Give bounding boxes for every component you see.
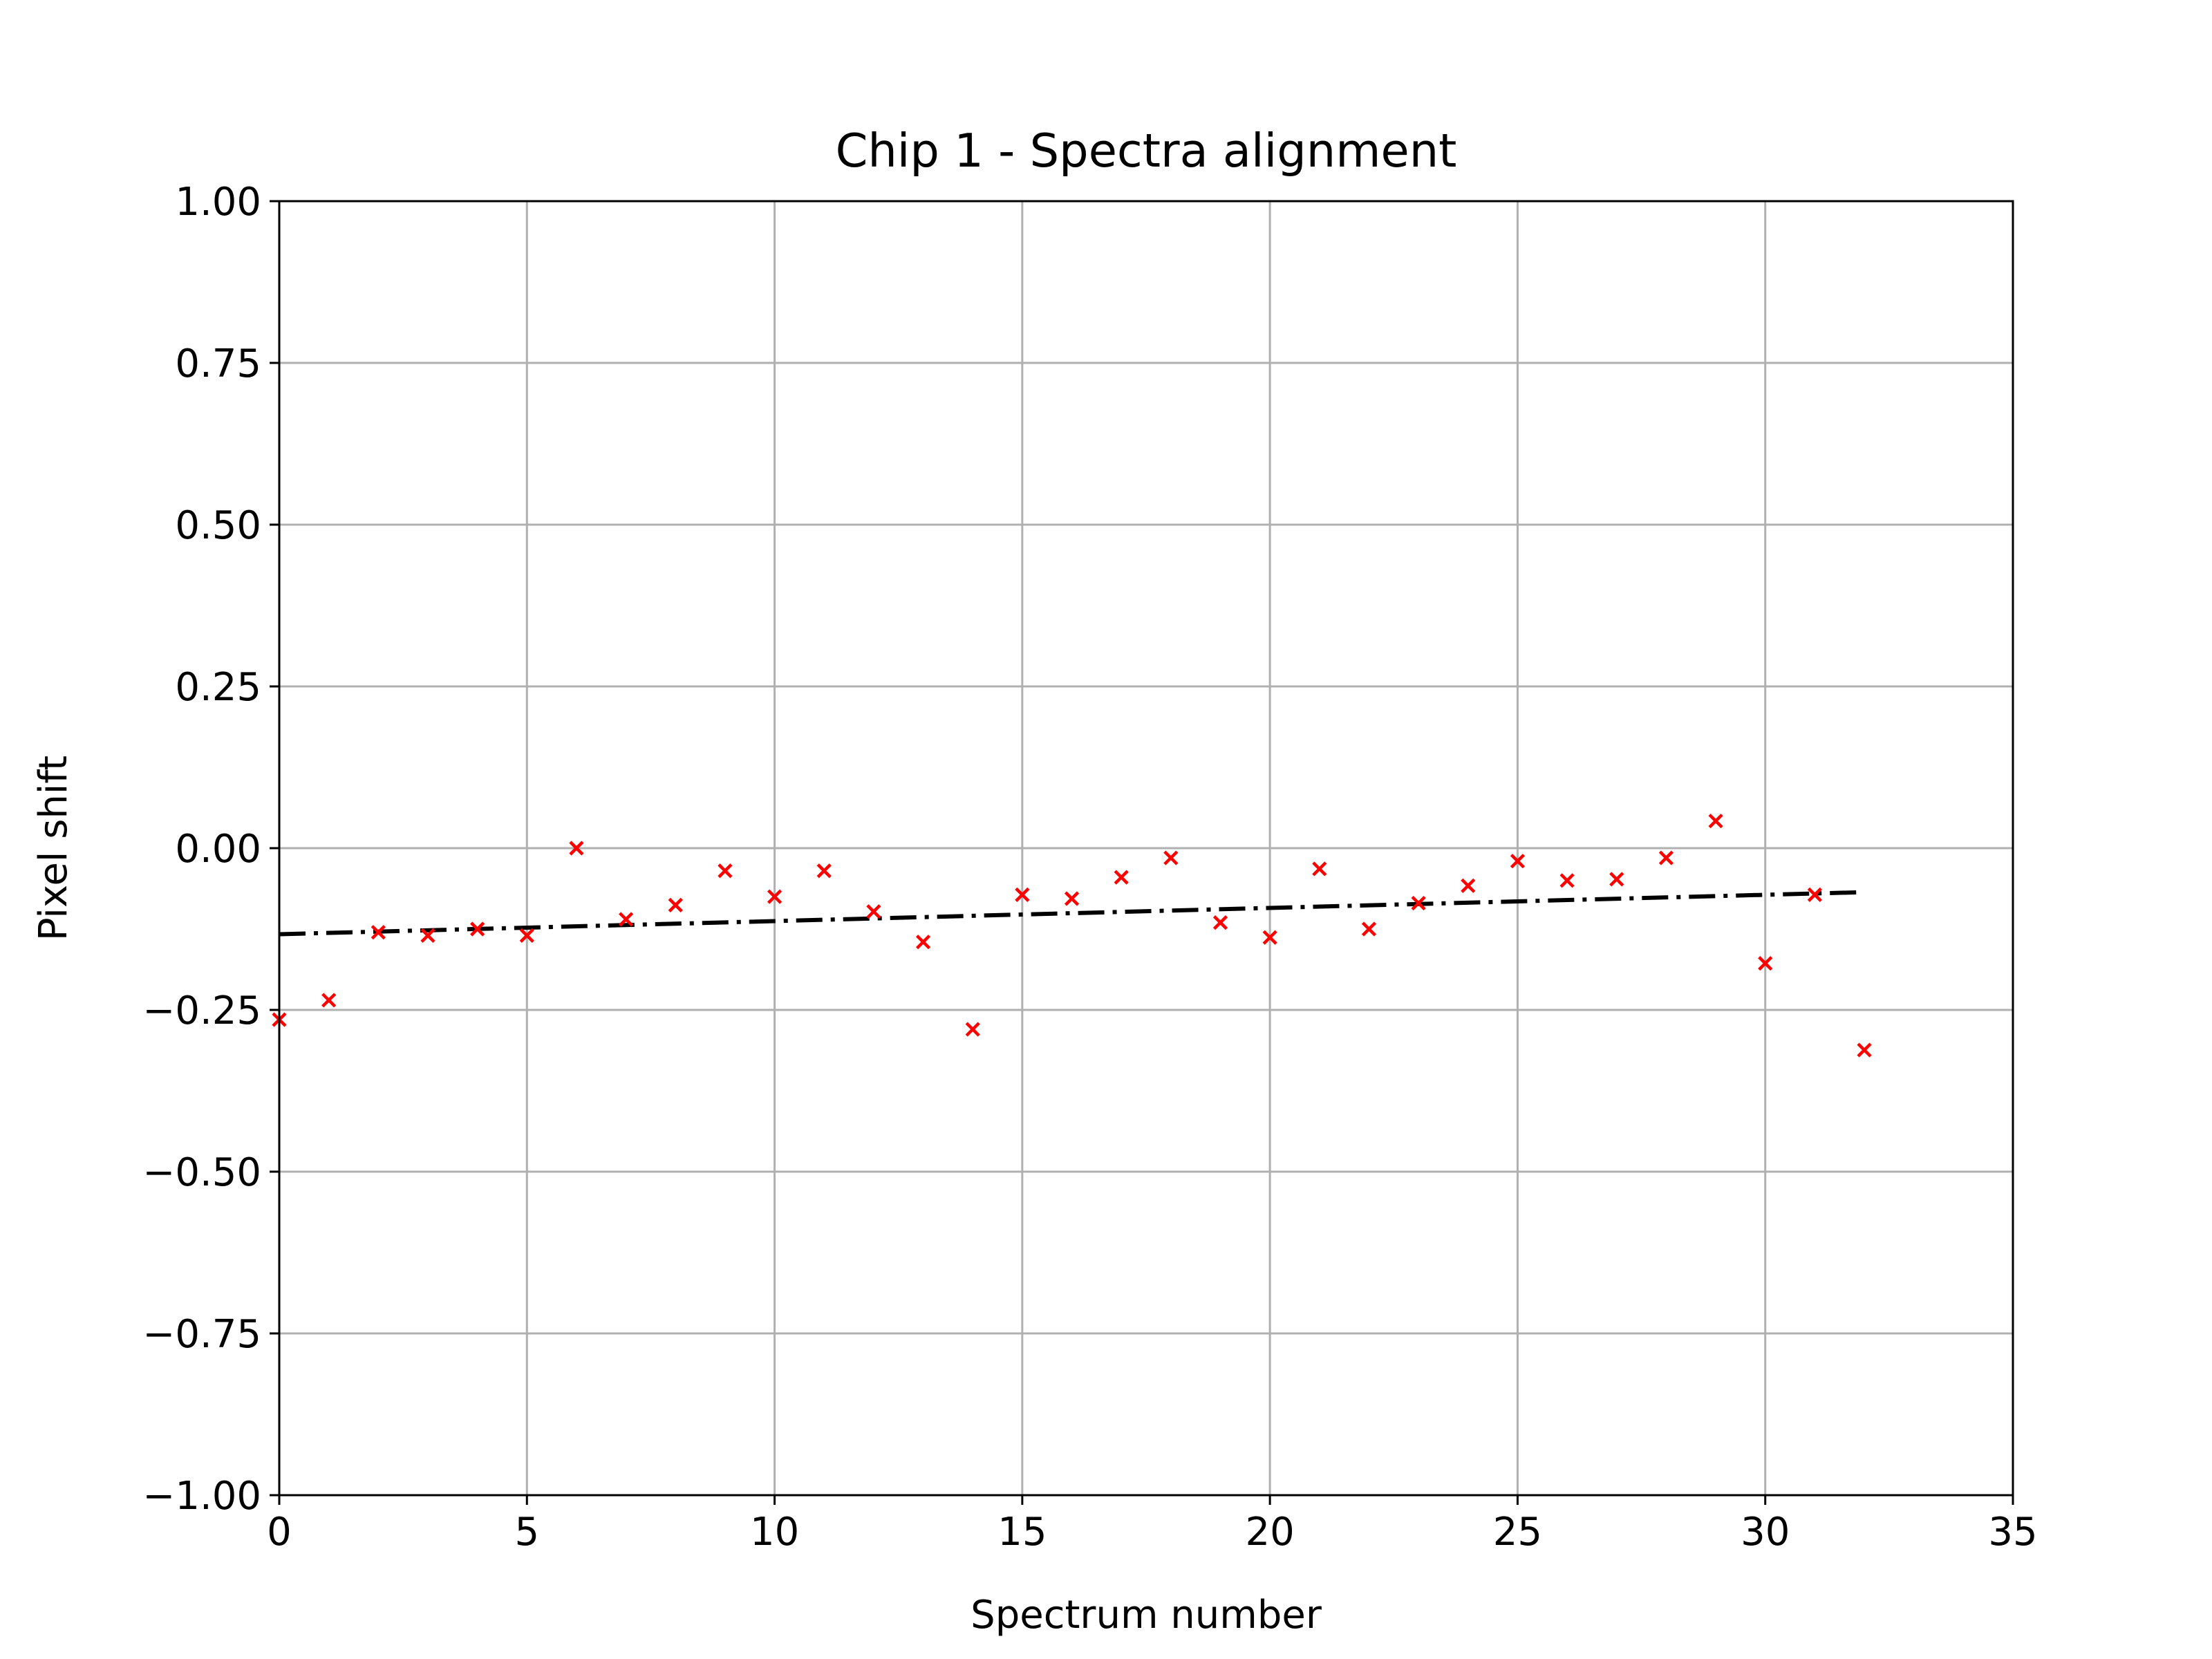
- data-point: [1361, 921, 1377, 937]
- data-point: [965, 1022, 980, 1037]
- x-tick-label: 20: [1246, 1510, 1295, 1555]
- data-point: [420, 928, 435, 943]
- chart-title: Chip 1 - Spectra alignment: [836, 124, 1457, 178]
- data-point: [1857, 1042, 1872, 1058]
- data-point: [1114, 870, 1129, 885]
- x-tick-label: 30: [1741, 1510, 1790, 1555]
- y-tick-label: −0.25: [142, 988, 261, 1033]
- y-tick-label: 0.25: [175, 665, 261, 710]
- data-point: [1807, 887, 1822, 902]
- data-point: [1461, 878, 1476, 893]
- y-tick-label: 0.00: [175, 827, 261, 872]
- fit-line-layer: [279, 890, 1865, 937]
- data-point: [519, 928, 534, 943]
- y-tick-label: 0.50: [175, 503, 261, 548]
- data-point: [1015, 887, 1030, 902]
- data-point: [1212, 915, 1228, 930]
- y-tick-label: 0.75: [175, 341, 261, 386]
- data-point: [1609, 872, 1624, 887]
- data-point: [915, 935, 931, 950]
- data-point: [816, 863, 832, 879]
- axis-ticks: 0 5 10 15 20 25 30 35 1.00 0.75 0.50 0.25 0.00 −0.25 −…: [142, 180, 2037, 1555]
- y-tick-label: 1.00: [175, 180, 261, 225]
- x-tick-label: 15: [997, 1510, 1047, 1555]
- data-point: [767, 889, 782, 904]
- data-point: [619, 912, 634, 927]
- data-point: [718, 863, 733, 879]
- data-point: [1163, 850, 1179, 865]
- data-point: [569, 841, 584, 856]
- data-point: [470, 921, 485, 937]
- x-tick-label: 0: [267, 1510, 292, 1555]
- x-tick-label: 5: [514, 1510, 539, 1555]
- data-point: [1708, 814, 1723, 829]
- data-point: [1411, 895, 1426, 911]
- x-axis-label: Spectrum number: [971, 1593, 1322, 1638]
- data-point: [1559, 873, 1575, 888]
- data-point: [866, 904, 881, 919]
- data-point: [1064, 891, 1080, 906]
- x-tick-label: 25: [1493, 1510, 1542, 1555]
- y-tick-label: −0.50: [142, 1150, 261, 1195]
- y-axis-label: Pixel shift: [31, 756, 76, 941]
- x-tick-label: 35: [1988, 1510, 2037, 1555]
- data-point: [1312, 861, 1327, 877]
- fit-line: [279, 890, 1865, 937]
- y-tick-label: −0.75: [142, 1312, 261, 1357]
- data-point: [1758, 956, 1773, 971]
- x-tick-label: 10: [750, 1510, 799, 1555]
- y-tick-label: −1.00: [142, 1474, 261, 1519]
- data-point: [668, 897, 683, 912]
- data-point: [1262, 930, 1277, 945]
- data-point: [1658, 850, 1674, 865]
- data-point: [1510, 854, 1526, 869]
- data-point: [321, 993, 337, 1008]
- data-point: [371, 925, 386, 940]
- data-points: [272, 814, 1872, 1058]
